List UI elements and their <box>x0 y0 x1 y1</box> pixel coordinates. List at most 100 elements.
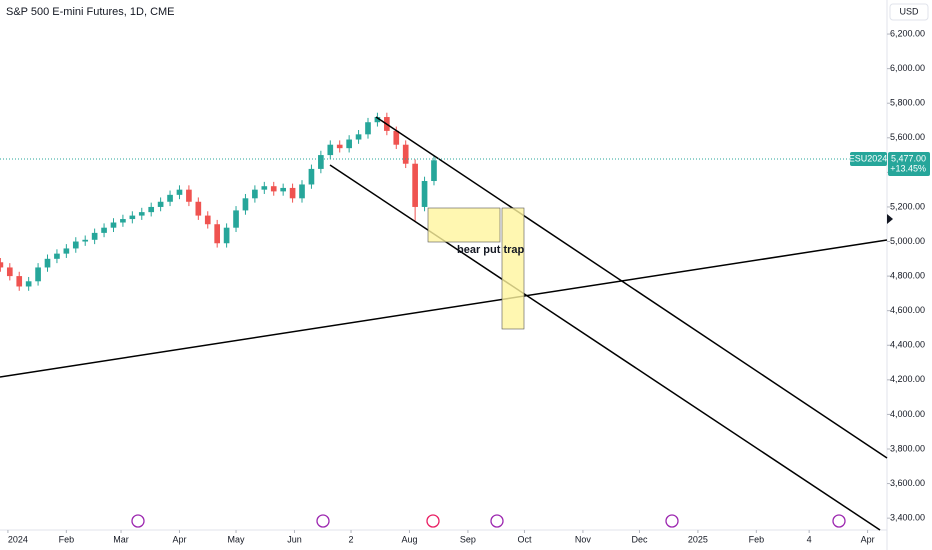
y-tick-label: 5,600.00 <box>890 132 925 142</box>
y-tick-label: 3,400.00 <box>890 513 925 523</box>
annotation-text: bear put trap <box>457 244 525 256</box>
event-icon[interactable] <box>665 514 679 528</box>
candle-body <box>25 281 32 287</box>
candle-body <box>35 267 41 282</box>
y-tick-label: 5,200.00 <box>890 201 925 211</box>
candle-body <box>0 262 4 268</box>
x-tick-label: Mar <box>113 534 129 544</box>
x-tick-label: 2 <box>349 534 354 544</box>
candle-body <box>252 189 258 199</box>
candle-body <box>242 198 249 211</box>
x-tick-label: 2024 <box>8 534 28 544</box>
event-icon[interactable] <box>490 514 504 528</box>
candle-body <box>16 276 23 287</box>
y-tick-label: 5,000.00 <box>890 236 925 246</box>
candle-body <box>72 241 79 249</box>
candle-body <box>101 227 107 233</box>
candle-body <box>82 239 89 242</box>
candle-body <box>318 155 324 169</box>
candle-body <box>402 144 409 164</box>
change-label: +13.45% <box>890 163 926 173</box>
y-tick-label: 6,000.00 <box>890 63 925 73</box>
event-icon[interactable] <box>131 514 145 528</box>
candle-body <box>308 168 315 185</box>
candle-body <box>233 210 239 228</box>
y-tick-label: 4,000.00 <box>890 409 925 419</box>
candle-body <box>431 160 437 182</box>
x-tick-label: 2025 <box>688 534 708 544</box>
x-tick-label: Aug <box>401 534 417 544</box>
candle-body <box>120 219 126 223</box>
y-tick-label: 3,800.00 <box>890 443 925 453</box>
currency-button[interactable] <box>889 3 929 21</box>
candle-body <box>204 215 211 225</box>
candle-body <box>365 122 371 135</box>
y-tick-label: 4,200.00 <box>890 374 925 384</box>
candle-body <box>261 186 268 190</box>
candle-body <box>346 139 352 149</box>
candle-body <box>299 184 305 199</box>
y-tick-label: 4,600.00 <box>890 305 925 315</box>
event-icon[interactable] <box>426 514 440 528</box>
candle-body <box>129 215 136 220</box>
candle-body <box>110 222 117 228</box>
alert-marker <box>887 214 893 224</box>
candle-body <box>138 212 145 216</box>
candle-body <box>214 224 221 244</box>
chart-title: S&P 500 E-mini Futures, 1D, CME <box>6 6 175 18</box>
candle-body <box>327 144 334 156</box>
candle-body <box>336 144 343 149</box>
rectangle-drawing <box>501 207 525 330</box>
candle-body <box>148 206 155 213</box>
y-tick-label: 3,600.00 <box>890 478 925 488</box>
candle-body <box>280 187 286 192</box>
candle-body <box>374 117 381 123</box>
candle-body <box>157 201 164 207</box>
candle-body <box>63 248 70 254</box>
price-label: 5,477.00 <box>891 153 926 163</box>
event-icon[interactable] <box>316 514 330 528</box>
y-tick-label: 4,400.00 <box>890 340 925 350</box>
candle-body <box>421 181 428 207</box>
x-tick-label: Feb <box>59 534 75 544</box>
candle-body <box>167 194 173 202</box>
y-tick-label: 6,200.00 <box>890 28 925 38</box>
x-tick-label: 4 <box>807 534 812 544</box>
candle-body <box>195 201 202 216</box>
y-tick-label: 5,800.00 <box>890 98 925 108</box>
candle-body <box>355 134 362 140</box>
symbol-label: ESU2024 <box>849 153 888 163</box>
x-tick-label: Feb <box>749 534 765 544</box>
trend-line <box>0 239 888 378</box>
x-tick-label: Sep <box>460 534 476 544</box>
candle-body <box>6 267 13 277</box>
event-icons <box>131 514 846 528</box>
plot-area <box>0 112 437 291</box>
candle-body <box>412 163 418 207</box>
x-tick-label: Jun <box>287 534 302 544</box>
x-tick-label: Nov <box>575 534 592 544</box>
trend-line <box>329 164 881 531</box>
candle-body <box>289 187 296 199</box>
trend-line <box>375 116 888 459</box>
candle-body <box>223 227 230 244</box>
candle-body <box>44 258 51 268</box>
candle-body <box>54 253 60 259</box>
currency-label: USD <box>899 6 919 16</box>
candle-body <box>176 189 183 195</box>
candle-body <box>393 130 400 145</box>
candle-body <box>270 186 277 192</box>
price-tag <box>888 152 930 177</box>
x-tick-label: May <box>228 534 246 544</box>
x-tick-label: Oct <box>517 534 532 544</box>
x-tick-label: Dec <box>631 534 648 544</box>
rectangle-drawing <box>427 207 501 243</box>
symbol-tag <box>850 152 887 167</box>
x-tick-label: Apr <box>172 534 186 544</box>
x-tick-label: Apr <box>861 534 875 544</box>
candle-body <box>91 232 98 240</box>
y-tick-label: 4,800.00 <box>890 270 925 280</box>
candle-body <box>186 189 192 202</box>
event-icon[interactable] <box>832 514 846 528</box>
